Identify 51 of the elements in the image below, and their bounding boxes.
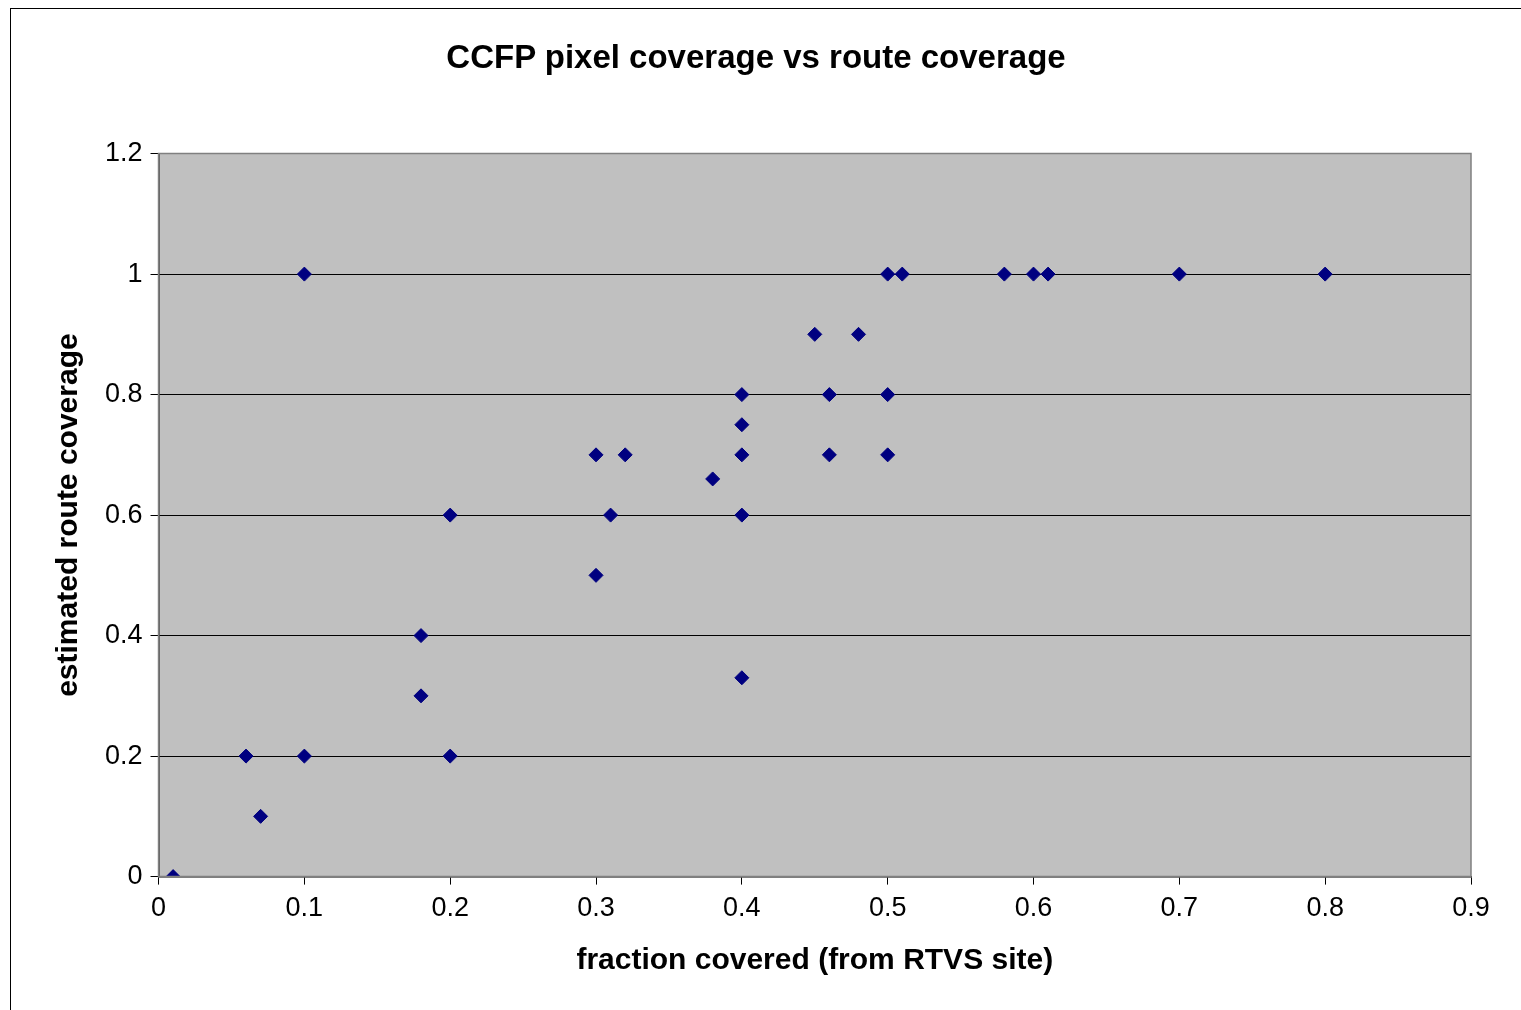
point (851, 326, 867, 342)
x-tick-label: 0 (151, 892, 167, 923)
point (894, 266, 910, 282)
point (734, 447, 750, 463)
point (734, 417, 750, 433)
point (1026, 266, 1042, 282)
point (296, 748, 312, 764)
x-tick-label: 0.9 (1452, 892, 1490, 923)
x-tick-label: 0.3 (577, 892, 615, 923)
x-tick-label: 0.7 (1160, 892, 1199, 923)
point (1317, 266, 1333, 282)
point (734, 387, 750, 403)
point (807, 326, 823, 342)
x-tick-label: 0.5 (868, 892, 907, 923)
point (821, 447, 837, 463)
point (880, 266, 896, 282)
point (296, 266, 312, 282)
point (821, 387, 837, 403)
point (253, 808, 269, 824)
x-axis-title: fraction covered (from RTVS site) (576, 942, 1054, 976)
x-tick-label: 0.1 (285, 892, 324, 923)
point (413, 628, 429, 644)
point (880, 387, 896, 403)
y-axis-title: estimated route coverage (50, 333, 84, 697)
point (442, 748, 458, 764)
x-tick-label: 0.6 (1014, 892, 1053, 923)
chart-title: CCFP pixel coverage vs route coverage (446, 37, 1066, 75)
point (705, 471, 721, 487)
point (1171, 266, 1187, 282)
y-tick-label: 0.4 (104, 619, 143, 650)
y-tick-label: 1.2 (104, 137, 143, 168)
point (603, 507, 619, 523)
point (238, 748, 254, 764)
x-tick-label: 0.8 (1306, 892, 1344, 923)
point (996, 266, 1012, 282)
point (588, 567, 604, 583)
point (880, 447, 896, 463)
y-tick-label: 1 (127, 257, 143, 288)
point (1040, 266, 1056, 282)
point (413, 688, 429, 704)
y-tick-label: 0.8 (104, 378, 143, 409)
y-tick-label: 0.2 (104, 739, 143, 770)
point (734, 670, 750, 686)
x-tick-label: 0.4 (723, 892, 761, 923)
x-tick-label: 0.2 (431, 892, 469, 923)
point (588, 447, 604, 463)
point (734, 507, 750, 523)
point (442, 507, 458, 523)
point (617, 447, 633, 463)
y-tick-label: 0 (127, 860, 143, 891)
y-tick-label: 0.6 (104, 498, 143, 529)
